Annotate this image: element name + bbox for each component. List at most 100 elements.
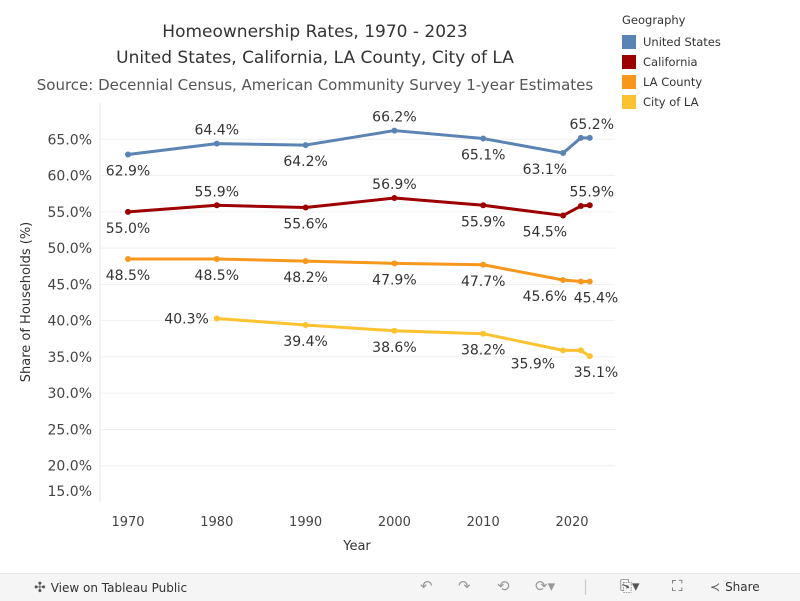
data-label: 63.1% [523, 162, 567, 178]
data-point [577, 347, 584, 354]
data-label: 66.2% [372, 110, 416, 126]
data-point [560, 212, 567, 219]
data-point [391, 327, 398, 334]
y-tick-label: 35.0% [48, 350, 92, 366]
data-point [480, 261, 487, 268]
data-point [302, 258, 309, 265]
line-chart: 15.0% 20.0% 25.0% 30.0% 35.0% 40.0% 45.0% 50.0%… [19, 103, 618, 554]
legend-swatch [622, 35, 636, 49]
share-button[interactable]: ≺ Share [710, 580, 760, 594]
data-label: 64.4% [195, 123, 239, 139]
legend-item[interactable]: City of LA [622, 92, 721, 112]
toolbar-divider: | [583, 577, 589, 595]
y-tick-label: 25.0% [48, 422, 92, 438]
refresh-icon[interactable]: ⟳▾ [535, 577, 556, 595]
data-point [213, 140, 220, 147]
legend-item[interactable]: California [622, 52, 721, 72]
y-tick-label: 65.0% [48, 132, 92, 148]
y-tick-label: 40.0% [48, 314, 92, 330]
data-label: 64.2% [283, 154, 327, 170]
data-point [586, 202, 593, 209]
data-point [213, 202, 220, 209]
y-tick-label: 15.0% [48, 484, 92, 500]
data-point [213, 315, 220, 322]
legend-swatch [622, 95, 636, 109]
tableau-logo-icon: ✣ [34, 580, 46, 596]
data-label: 39.4% [283, 334, 327, 350]
data-point [125, 255, 131, 262]
data-point [302, 142, 309, 149]
share-icon: ≺ [710, 580, 721, 594]
legend-title: Geography [622, 13, 686, 27]
x-tick-label: 1980 [200, 515, 233, 530]
chart-source: Source: Decennial Census, American Commu… [36, 76, 594, 94]
data-label: 56.9% [372, 177, 416, 193]
data-point [391, 260, 398, 267]
share-label: Share [725, 580, 760, 594]
data-point [577, 134, 584, 141]
data-label: 65.2% [570, 117, 614, 133]
chart-title: Homeownership Rates, 1970 - 2023 [162, 22, 468, 42]
data-label: 40.3% [164, 311, 208, 327]
redo-icon[interactable]: ↷ [458, 577, 471, 595]
view-on-tableau-button[interactable]: ✣ View on Tableau Public [34, 580, 187, 596]
data-label: 48.5% [106, 268, 150, 284]
legend-item[interactable]: United States [622, 32, 721, 52]
x-tick-label: 1990 [289, 515, 322, 530]
data-label: 55.0% [106, 221, 150, 237]
y-tick-label: 55.0% [48, 205, 92, 221]
data-point [480, 330, 487, 337]
revert-icon[interactable]: ⟲ [497, 577, 510, 595]
y-tick-label: 60.0% [48, 169, 92, 185]
data-point [125, 151, 131, 158]
legend-swatch [622, 55, 636, 69]
series-line-california [127, 196, 590, 217]
data-point [480, 202, 487, 209]
data-label: 48.2% [283, 270, 327, 286]
data-point [391, 195, 398, 202]
x-tick-label: 2000 [378, 515, 411, 530]
y-axis-label: Share of Households (%) [19, 222, 34, 383]
x-tick-label: 1970 [111, 515, 144, 530]
data-label: 55.6% [283, 216, 327, 232]
data-point [302, 204, 309, 211]
tableau-toolbar: ✣ View on Tableau Public ↶ ↷ ⟲ ⟳▾ | ⎘▾ ⛶… [0, 573, 800, 601]
data-label: 55.9% [461, 214, 505, 230]
data-point [560, 347, 567, 354]
x-tick-label: 2010 [467, 515, 500, 530]
data-point [586, 134, 593, 141]
data-label: 54.5% [523, 224, 567, 240]
data-point [213, 255, 220, 262]
data-point [586, 278, 593, 285]
data-label: 55.9% [570, 184, 614, 200]
legend-item[interactable]: LA County [622, 72, 721, 92]
data-label: 35.1% [574, 365, 618, 381]
data-label: 55.9% [195, 184, 239, 200]
data-label: 35.9% [511, 356, 555, 372]
series-line-united-states [127, 129, 590, 156]
data-label: 48.5% [195, 268, 239, 284]
x-tick-label: 2020 [555, 515, 588, 530]
data-point [560, 277, 567, 284]
legend: Geography United States California LA Coun… [622, 13, 721, 112]
data-point [577, 278, 584, 285]
data-point [480, 135, 487, 142]
data-label: 38.2% [461, 343, 505, 359]
undo-icon[interactable]: ↶ [420, 577, 433, 595]
y-tick-label: 45.0% [48, 277, 92, 293]
x-axis-label: Year [342, 539, 371, 554]
data-point [577, 203, 584, 210]
view-on-tableau-label: View on Tableau Public [50, 581, 188, 595]
fullscreen-icon[interactable]: ⛶ [672, 577, 683, 595]
data-label: 45.4% [574, 290, 618, 306]
legend-swatch [622, 75, 636, 89]
data-point [586, 353, 593, 360]
data-label: 45.6% [523, 289, 567, 305]
y-tick-label: 20.0% [48, 459, 92, 475]
data-label: 62.9% [106, 164, 150, 180]
download-icon[interactable]: ⎘▾ [620, 577, 640, 595]
data-point [391, 127, 398, 134]
legend-label: LA County [643, 75, 703, 89]
data-point [125, 208, 131, 215]
data-point [302, 321, 309, 328]
